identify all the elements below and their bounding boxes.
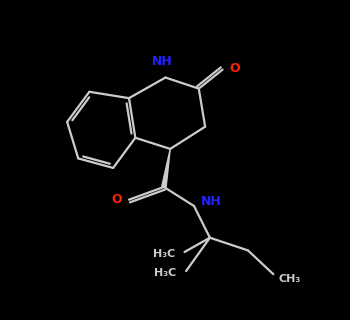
Polygon shape xyxy=(162,149,170,187)
Text: CH₃: CH₃ xyxy=(278,274,300,284)
Text: O: O xyxy=(229,61,239,75)
Text: NH: NH xyxy=(152,55,173,68)
Text: H₃C: H₃C xyxy=(154,268,177,278)
Text: NH: NH xyxy=(201,195,221,208)
Text: O: O xyxy=(111,193,122,206)
Text: H₃C: H₃C xyxy=(153,249,175,259)
